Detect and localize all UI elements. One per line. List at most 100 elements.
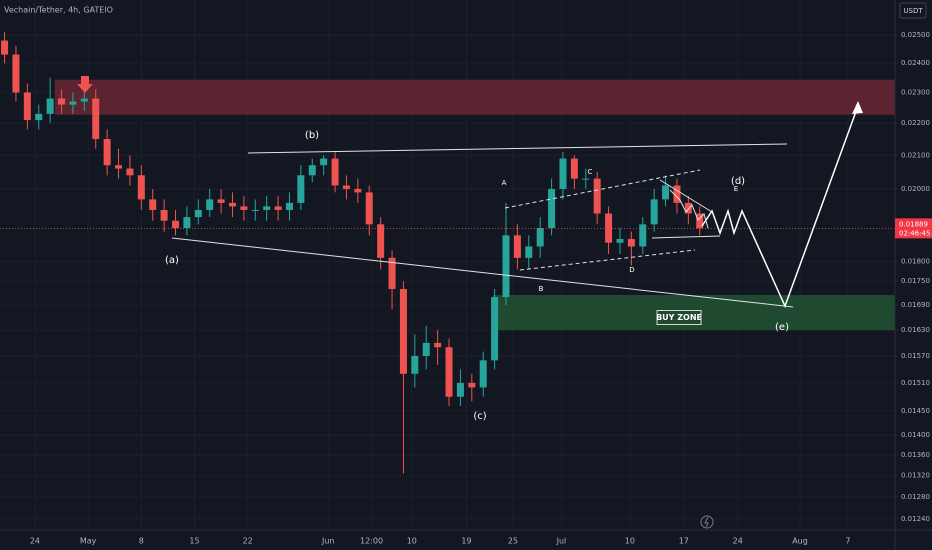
zones: BUY ZONE [54,79,896,331]
candle-body [69,101,77,105]
candle-body [479,360,487,388]
candle-body [456,382,464,397]
sub-wave-label: D [629,266,634,274]
candle-body [23,92,31,121]
x-tick-label: 7 [845,537,850,546]
y-tick-label: 0.02500 [901,31,930,39]
candle-body [160,209,168,221]
candle-body [696,213,704,229]
candle-body [536,227,544,247]
trend-line [247,143,788,154]
last-price-label: 0.01889 [899,220,928,228]
candles [0,32,895,474]
icon [704,516,709,528]
y-tick-label: 0.01320 [901,472,930,480]
candle-body [399,289,407,374]
sub-wave-label: E [734,185,738,193]
candle-body [582,178,590,180]
triangle-line [651,235,721,239]
candle-body [126,168,134,176]
candle-body [240,206,248,210]
candle-body [46,98,54,114]
arrow-head [852,101,863,114]
y-tick-label: 0.01450 [901,407,930,415]
y-tick-label: 0.01750 [901,277,930,285]
candle-body [616,239,624,243]
candle-body [274,206,282,210]
x-tick-label: 22 [243,537,253,546]
candle-body [92,98,100,140]
candle-body [251,209,259,211]
channel-line [504,169,701,209]
x-tick-label: May [80,537,97,546]
candle-body [388,257,396,290]
zone-label: BUY ZONE [656,313,702,322]
y-tick-label: 0.02300 [901,89,930,97]
candle-body [662,185,670,200]
y-tick-label: 0.01570 [901,352,930,360]
x-tick-label: 10 [625,537,635,546]
wave-label: (e) [775,322,789,333]
candle-body [342,185,350,189]
candle-body [411,355,419,374]
candle-body [206,199,214,210]
candle-body [1,40,9,55]
last-price-box [895,218,932,239]
y-tick-label: 0.02200 [901,119,930,127]
zone [54,79,896,115]
x-tick-label: 8 [139,537,144,546]
candle-body [365,192,373,225]
candle-body [605,213,613,243]
drawings [77,76,863,308]
wave-labels: (a) (b) (c) (d) (e) A B C D E [165,130,789,422]
candle-body [183,217,191,228]
down-arrow [77,76,93,93]
currency: USDT [903,7,923,15]
candle-body [491,297,499,361]
candle-body [513,235,521,258]
triangle-wave [669,189,709,229]
candle-body [228,202,236,207]
candle-body [639,224,647,247]
candle-body [263,206,271,210]
x-tick-label: Jun [321,537,335,546]
candle-body [559,158,567,189]
candle-body [627,239,635,247]
x-tick-label: 10 [407,537,417,546]
candle-body [422,342,430,356]
candle-body [593,178,601,214]
candle-body [673,185,681,203]
x-tick-label: 25 [508,537,518,546]
y-tick-label: 0.02100 [901,151,930,159]
y-tick-label: 0.01630 [901,326,930,334]
candle-body [331,158,339,186]
candle-body [320,158,328,166]
candle-body [12,54,20,93]
y-tick-label: 0.02000 [901,185,930,193]
x-tick-label: 19 [461,537,471,546]
y-tick-label: 0.01690 [901,301,930,309]
triangle-line [659,179,713,213]
wave-label: (a) [165,255,179,266]
x-tick-label: 17 [679,537,689,546]
y-tick-label: 0.01510 [901,379,930,387]
icon [700,515,714,529]
zone-label-box [656,310,702,325]
currency-badge [899,2,927,19]
candle-body [684,202,692,214]
candle-body [434,342,442,348]
candle-body [35,113,43,121]
candle-body [548,188,556,228]
wave-label: (d) [731,176,745,187]
y-tick-label: 0.01240 [901,515,930,523]
candle-body [502,235,510,298]
candle-body [103,139,111,166]
candle-body [58,98,66,105]
sub-wave-label: A [502,179,507,187]
candle-body [80,98,88,102]
channel-line [519,249,696,271]
countdown: 02:46:45 [899,229,930,237]
candle-body [149,199,157,210]
